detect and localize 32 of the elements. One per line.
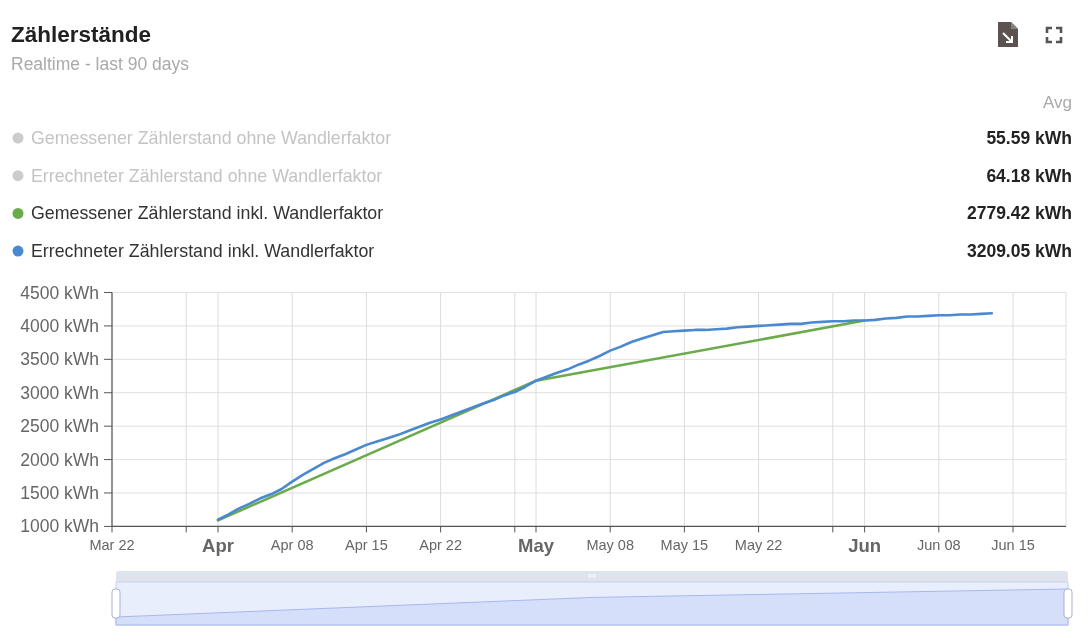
x-tick-label: May 08: [586, 537, 634, 554]
text: 55.59 kWh: [986, 128, 1072, 148]
x-tick-label: Apr 15: [345, 537, 388, 554]
y-tick-label: 1000 kWh: [20, 516, 99, 537]
y-tick-label: 3000 kWh: [20, 382, 99, 403]
text: 3209.05 kWh: [966, 241, 1072, 262]
chart-subtitle: Realtime - last 90 days: [11, 54, 190, 74]
text: 64.18 kWh: [986, 165, 1072, 186]
legend-label: Gemessener Zählerstand ohne Wandlerfaktor: [31, 128, 392, 148]
legend-label: Gemessener Zählerstand inkl. Wandlerfaktor: [31, 203, 384, 224]
y-tick-label: 3500 kWh: [20, 349, 99, 370]
legend-label: Errechneter Zählerstand ohne Wandlerfaktor: [31, 165, 383, 186]
x-tick-label: Jun 08: [917, 537, 961, 554]
line-series: [216, 311, 994, 522]
x-tick-label: Apr: [202, 535, 234, 557]
x-tick-label: Jun: [848, 535, 882, 557]
y-tick-label: 2000 kWh: [20, 449, 99, 470]
x-tick-label: May 15: [660, 537, 709, 554]
x-tick-label: May: [518, 535, 555, 557]
y-tick-label: 4500 kWh: [20, 282, 99, 303]
text: 2779.42 kWh: [966, 203, 1072, 224]
x-tick-label: Apr 08: [270, 537, 314, 554]
y-tick-label: 4000 kWh: [20, 315, 99, 336]
x-tick-label: Mar 22: [89, 537, 135, 554]
x-tick-label: Jun 15: [991, 537, 1035, 554]
y-tick-label: 2500 kWh: [20, 416, 99, 437]
y-tick-label: 1500 kWh: [20, 482, 99, 503]
x-tick-label: May 22: [734, 537, 783, 554]
x-tick-label: Apr 22: [419, 537, 462, 554]
chart-title: Zählerstände: [11, 22, 152, 47]
legend-label: Errechneter Zählerstand inkl. Wandlerfaktor: [31, 241, 375, 262]
text: Avg: [1043, 93, 1072, 112]
